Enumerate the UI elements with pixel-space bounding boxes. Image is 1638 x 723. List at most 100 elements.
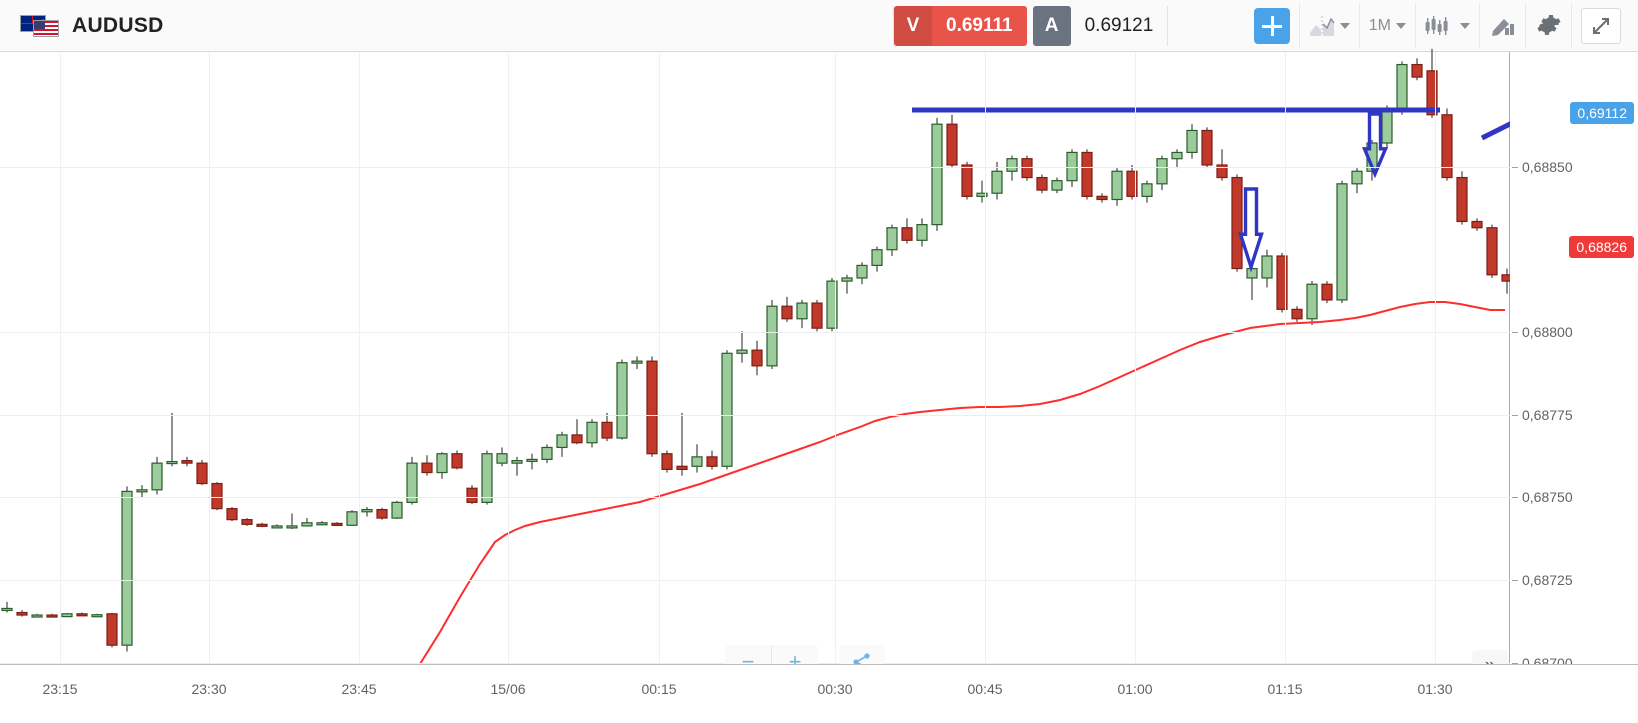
candle-body [1456,176,1468,223]
candle-body [841,277,853,282]
price-tick-label: 0,68800 [1512,324,1573,340]
candle-body [811,302,823,329]
candle-body [286,525,298,529]
candle-body [76,613,88,617]
time-tick-label: 15/06 [490,681,526,697]
candle-body [916,224,928,241]
price-tick-label: 0,68750 [1512,489,1573,505]
candle-body [616,362,628,439]
candle-body [136,489,148,493]
candle-body [571,434,583,444]
candle-body [181,460,193,464]
candle-body [1111,170,1123,201]
candlestick-plot [0,48,1532,720]
candle-body [391,501,403,519]
candle-body [211,482,223,510]
timeframe-dropdown[interactable]: 1M [1358,4,1415,48]
price-tick-label: 0,68725 [1512,572,1573,588]
time-tick-label: 23:45 [341,681,377,697]
chevron-down-icon [1460,23,1470,29]
fullscreen-toggle[interactable] [1571,4,1630,48]
ask-price-button[interactable]: A 0.69121 [1032,6,1168,46]
candle-body [976,192,988,197]
time-tick-label: 00:30 [817,681,853,697]
candle-body [1336,183,1348,301]
sell-signal-arrow[interactable] [1238,187,1264,273]
candle-body [946,123,958,166]
time-tick-label: 01:00 [1117,681,1153,697]
fullscreen-button-box [1581,8,1621,44]
candle-body [541,446,553,460]
time-tick-label: 23:30 [191,681,227,697]
time-gridline [659,52,660,664]
candle-body [256,523,268,527]
symbol-flags [20,14,60,38]
candle-body [376,508,388,519]
candle-body [1171,151,1183,160]
candle-body [1291,308,1303,320]
candle-body [1381,107,1393,144]
price-gridline [0,580,1510,581]
candle-body [496,453,508,464]
candle-body [1351,170,1363,185]
candle-body [1141,183,1153,197]
chart-header: AUDUSD V 0.69111 A 0.69121 [0,0,1638,52]
chart-type-dropdown[interactable] [1298,4,1359,48]
time-gridline [1285,52,1286,664]
time-gridline [985,52,986,664]
time-gridline [508,52,509,664]
candle-body [1156,158,1168,185]
chart-plot-area[interactable]: − + » [0,48,1532,720]
quote-panel: V 0.69111 A 0.69121 [893,6,1169,46]
candle-body [151,462,163,491]
expand-arrows-icon [1593,18,1609,34]
candle-body [1051,180,1063,191]
candle-body [1036,176,1048,191]
time-tick-label: 00:45 [967,681,1003,697]
ask-price-badge: 0,69112 [1570,102,1634,124]
crosshair-tool[interactable] [1245,4,1299,48]
candle-body [1471,220,1483,229]
candle-body [466,487,478,503]
time-axis[interactable]: 23:15 23:30 23:45 15/06 00:15 00:30 00:45 01:00… [0,664,1638,723]
candle-body [1021,158,1033,179]
candle-body [721,352,733,467]
candle-body [61,613,73,618]
candle-body [646,360,658,455]
candle-body [421,462,433,474]
candle-body [1396,63,1408,110]
candle-body [346,511,358,526]
candle-body [601,421,613,439]
settings-gear[interactable] [1525,4,1571,48]
candle-body [871,249,883,267]
candle-body [331,522,343,526]
candle-body [106,613,118,646]
candle-body [901,227,913,241]
candle-body [1006,158,1018,172]
sell-signal-arrow[interactable] [1361,112,1389,179]
candle-body [691,456,703,467]
candle-body [1246,267,1258,279]
bid-price-button[interactable]: V 0.69111 [894,6,1027,46]
candle-body [1066,151,1078,182]
candle-body [631,360,643,364]
time-tick-label: 00:15 [641,681,677,697]
time-tick-label: 01:15 [1267,681,1303,697]
candle-body [196,462,208,485]
candle-body [436,453,448,474]
candle-body [526,458,538,462]
bid-value: 0.69111 [946,15,1013,36]
candle-body [46,614,58,618]
drawing-tool[interactable] [1479,4,1525,48]
chevron-down-icon [1339,23,1350,29]
candle-body [31,614,43,618]
candlestick-icon [1425,16,1448,35]
candle-body [706,456,718,467]
candle-body [226,508,238,521]
price-gridline [0,415,1510,416]
price-axis[interactable]: 0,68850 0,68800 0,68775 0,68750 0,68725 0,687… [1510,52,1638,671]
candlestick-style-dropdown[interactable] [1415,4,1479,48]
candle-body [1081,151,1093,197]
time-tick-label: 23:15 [42,681,78,697]
candle-body [1486,227,1498,276]
